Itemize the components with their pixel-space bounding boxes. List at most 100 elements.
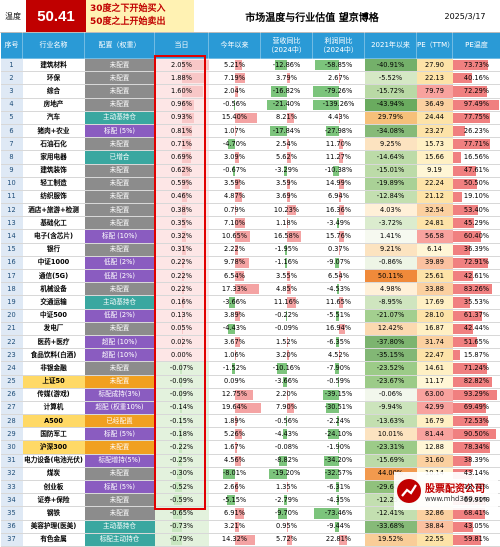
row-index: 5 xyxy=(1,111,23,124)
since-2021: -15.69% xyxy=(365,454,417,467)
profit-yoy-text: -32.57% xyxy=(325,469,353,477)
pe-ttm: 56.58 xyxy=(417,230,453,243)
pe-temperature: 38.39% xyxy=(453,454,500,467)
pe-ttm: 6.14 xyxy=(417,243,453,256)
daily-change: 0.59% xyxy=(155,177,209,190)
pe-ttm: 81.44 xyxy=(417,428,453,441)
revenue-yoy-text: -0.56% xyxy=(275,417,298,425)
daily-change-text: 0.22% xyxy=(171,258,192,266)
revenue-yoy-text: -0.08% xyxy=(275,443,298,451)
pe-temperature-text: 18.71% xyxy=(464,483,489,491)
pe-temperature: 77.75% xyxy=(453,111,500,124)
allocation-badge: 未配置 xyxy=(85,441,155,454)
ytd-change-text: 15.40% xyxy=(222,113,247,121)
revenue-yoy: 3.69% xyxy=(261,190,313,203)
since-2021: 4.03% xyxy=(365,204,417,217)
ytd-change-text: 4.87% xyxy=(224,192,245,200)
ytd-change: -8.01% xyxy=(209,467,261,480)
revenue-yoy-text: -10.16% xyxy=(273,364,301,372)
pe-temperature-text: 72.91% xyxy=(464,258,489,266)
pe-temperature-text: 51.65% xyxy=(464,338,489,346)
allocation-badge: 主动基持仓 xyxy=(85,520,155,533)
since-2021: -12.84% xyxy=(365,190,417,203)
profit-yoy-text: 16.36% xyxy=(326,206,351,214)
rule-box: 30度之下开始买入 50度之上开始卖出 xyxy=(86,0,194,32)
ytd-change: 6.54% xyxy=(209,270,261,283)
pe-ttm: 63.00 xyxy=(417,388,453,401)
pe-temperature: 78.34% xyxy=(453,441,500,454)
profit-yoy: 16.36% xyxy=(313,204,365,217)
revenue-yoy: -1.16% xyxy=(261,256,313,269)
revenue-yoy-text: 4.85% xyxy=(276,285,297,293)
pe-temperature-text: 72.29% xyxy=(464,87,489,95)
page-title: 市场温度与行业估值 望京博格 xyxy=(194,0,430,32)
industry-name: 交通运输 xyxy=(23,296,85,309)
allocation-badge: 未配置 xyxy=(85,138,155,151)
row-index: 32 xyxy=(1,467,23,480)
row-index: 17 xyxy=(1,270,23,283)
ytd-change: 15.40% xyxy=(209,111,261,124)
daily-change-text: -0.59% xyxy=(170,496,193,504)
ytd-change: -1.52% xyxy=(209,362,261,375)
profit-yoy-text: 6.94% xyxy=(328,192,349,200)
revenue-yoy: 2.54% xyxy=(261,138,313,151)
ytd-change: 4.56% xyxy=(209,454,261,467)
daily-change: 0.31% xyxy=(155,243,209,256)
daily-change-text: 0.81% xyxy=(171,127,192,135)
pe-temperature: 19.10% xyxy=(453,190,500,203)
row-index: 10 xyxy=(1,177,23,190)
since-2021: -5.52% xyxy=(365,72,417,85)
daily-change: -0.73% xyxy=(155,520,209,533)
industry-name: 国防军工 xyxy=(23,428,85,441)
pe-temperature-text: 73.73% xyxy=(464,61,489,69)
profit-yoy-text: -6.35% xyxy=(327,338,350,346)
ytd-change-text: 17.33% xyxy=(222,285,247,293)
industry-name: A500 xyxy=(23,415,85,428)
allocation-badge: 未配置 xyxy=(85,375,155,388)
profit-yoy-text: -58.85% xyxy=(325,61,353,69)
row-index: 7 xyxy=(1,138,23,151)
daily-change-text: 0.35% xyxy=(171,219,192,227)
daily-change-text: 0.16% xyxy=(171,298,192,306)
ytd-change: 19.64% xyxy=(209,401,261,414)
pe-ttm: 22.24 xyxy=(417,177,453,190)
since-2021: 19.52% xyxy=(365,533,417,546)
pe-temperature: 40.16% xyxy=(453,72,500,85)
ytd-change-text: 2.04% xyxy=(224,87,245,95)
profit-yoy: -2.24% xyxy=(313,415,365,428)
header-bar: 温度 50.41 30度之下开始买入 50度之上开始卖出 市场温度与行业估值 望… xyxy=(0,0,500,33)
revenue-yoy: 0.95% xyxy=(261,520,313,533)
pe-ttm: 22.47 xyxy=(417,349,453,362)
row-index: 2 xyxy=(1,72,23,85)
ytd-change-text: -0.56% xyxy=(223,100,246,108)
revenue-yoy-text: -0.22% xyxy=(275,311,298,319)
pe-ttm: 21.12 xyxy=(417,190,453,203)
row-index: 35 xyxy=(1,507,23,520)
ytd-change: 7.19% xyxy=(209,72,261,85)
pe-ttm: 31.74 xyxy=(417,335,453,348)
since-2021: -19.89% xyxy=(365,177,417,190)
allocation-badge: 标配成持(3%) xyxy=(85,388,155,401)
revenue-yoy: 8.21% xyxy=(261,111,313,124)
pe-temperature: 71.24% xyxy=(453,362,500,375)
pe-temperature-text: 38.39% xyxy=(464,456,489,464)
revenue-yoy-text: 10.23% xyxy=(274,206,299,214)
pe-temperature: 59.81% xyxy=(453,533,500,546)
profit-yoy-text: -34.20% xyxy=(325,456,353,464)
ytd-change-text: 4.56% xyxy=(224,456,245,464)
ytd-change: 0.79% xyxy=(209,204,261,217)
profit-yoy-text: 4.43% xyxy=(328,113,349,121)
pe-temperature-text: 78.34% xyxy=(464,443,489,451)
daily-change-text: -0.65% xyxy=(170,509,193,517)
daily-change: -0.15% xyxy=(155,415,209,428)
allocation-badge: 低配 (2%) xyxy=(85,309,155,322)
col-header: 利润同比（2024中） xyxy=(313,33,365,59)
since-2021: -23.52% xyxy=(365,362,417,375)
